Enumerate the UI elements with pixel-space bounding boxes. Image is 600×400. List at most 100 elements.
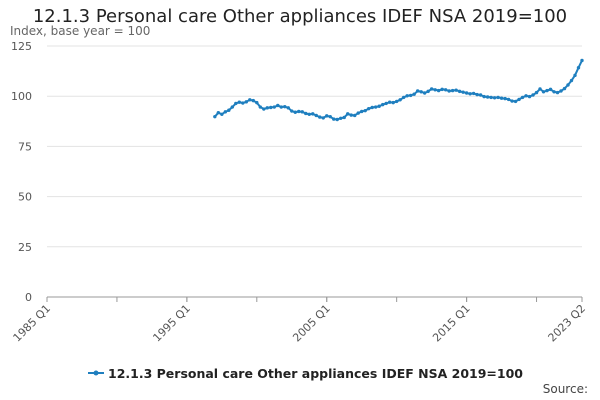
data-point-2020-Q3[interactable] [541,90,546,94]
data-point-2001-Q2[interactable] [272,105,276,109]
data-point-2019-Q1[interactable] [520,95,525,100]
data-point-2022-Q4[interactable] [573,73,577,78]
data-point-2004-Q1[interactable] [311,112,315,116]
data-point-2015-Q4[interactable] [475,92,479,97]
data-point-2008-Q4[interactable] [377,104,381,108]
data-point-2003-Q1[interactable] [297,109,301,114]
data-point-2011-Q4[interactable] [419,90,423,94]
data-point-2005-Q3[interactable] [332,117,336,121]
data-point-2016-Q4[interactable] [489,95,493,100]
data-point-2021-Q3[interactable] [555,90,560,95]
data-point-2010-Q3[interactable] [401,95,406,100]
data-point-2021-Q2[interactable] [552,90,556,94]
data-point-1998-Q4[interactable] [237,100,242,104]
data-point-2003-Q4[interactable] [307,112,311,116]
data-point-2021-Q4[interactable] [559,89,563,93]
data-point-2003-Q2[interactable] [300,110,304,114]
data-point-2012-Q4[interactable] [433,88,437,92]
data-point-2012-Q2[interactable] [426,89,430,94]
data-point-2000-Q1[interactable] [255,100,259,105]
data-point-2019-Q2[interactable] [524,94,528,98]
data-point-2009-Q4[interactable] [391,100,395,105]
data-point-2004-Q2[interactable] [314,113,318,118]
data-point-2017-Q3[interactable] [499,96,504,100]
data-point-2023-Q1[interactable] [576,65,581,70]
data-point-2019-Q4[interactable] [531,93,535,97]
data-point-2016-Q3[interactable] [485,95,490,99]
data-point-2008-Q2[interactable] [370,105,374,110]
data-point-1997-Q4[interactable] [223,110,228,114]
data-point-2014-Q3[interactable] [457,89,462,94]
data-point-1998-Q1[interactable] [227,108,231,112]
data-point-1999-Q4[interactable] [251,98,256,103]
data-point-2006-Q2[interactable] [342,115,346,120]
data-point-2010-Q4[interactable] [405,94,409,98]
data-point-2017-Q1[interactable] [492,96,497,100]
data-point-1997-Q3[interactable] [220,112,224,116]
data-point-2003-Q3[interactable] [304,111,308,116]
data-point-2006-Q4[interactable] [349,113,353,117]
data-point-2000-Q4[interactable] [265,106,269,110]
legend-label[interactable]: 12.1.3 Personal care Other appliances ID… [108,366,523,381]
data-point-2004-Q3[interactable] [318,115,322,119]
data-point-1997-Q1[interactable] [213,114,217,119]
data-point-2009-Q3[interactable] [387,100,392,104]
data-point-2013-Q4[interactable] [447,89,451,93]
data-point-2018-Q2[interactable] [510,99,514,103]
data-point-2011-Q2[interactable] [412,92,416,96]
data-point-2007-Q3[interactable] [360,109,364,114]
data-point-2015-Q3[interactable] [471,91,476,96]
data-point-2010-Q1[interactable] [394,99,399,104]
data-point-2000-Q2[interactable] [258,105,262,109]
data-point-1999-Q1[interactable] [241,101,245,105]
data-point-2007-Q1[interactable] [353,113,357,118]
data-point-2000-Q3[interactable] [262,107,266,111]
data-point-2013-Q3[interactable] [443,88,448,92]
data-point-1998-Q3[interactable] [234,101,238,106]
data-point-2012-Q3[interactable] [429,87,434,91]
data-point-2018-Q1[interactable] [506,97,511,102]
data-point-1999-Q3[interactable] [248,98,252,102]
data-point-1998-Q2[interactable] [230,105,235,109]
data-point-2002-Q3[interactable] [290,109,294,113]
data-point-1999-Q2[interactable] [244,100,249,104]
data-point-2007-Q2[interactable] [356,111,360,115]
data-point-2005-Q1[interactable] [325,114,329,118]
data-point-2002-Q4[interactable] [293,110,297,114]
data-point-2020-Q4[interactable] [545,88,549,93]
data-point-2009-Q1[interactable] [380,102,385,107]
data-point-2017-Q2[interactable] [496,95,500,100]
data-point-2013-Q2[interactable] [440,87,444,92]
data-point-2004-Q4[interactable] [321,116,325,120]
data-point-1997-Q2[interactable] [216,110,221,115]
data-point-2013-Q1[interactable] [436,88,441,93]
data-point-2010-Q2[interactable] [398,98,402,102]
data-point-2017-Q4[interactable] [503,96,507,101]
data-point-2023-Q2[interactable] [580,58,584,63]
data-point-2006-Q3[interactable] [346,112,350,116]
data-point-2022-Q2[interactable] [566,83,570,87]
data-point-2007-Q4[interactable] [363,108,367,113]
data-point-2008-Q3[interactable] [373,105,378,109]
data-point-2022-Q1[interactable] [562,86,567,91]
data-point-2005-Q4[interactable] [335,117,339,122]
data-point-2001-Q4[interactable] [279,105,283,109]
data-point-2014-Q1[interactable] [450,88,455,93]
legend[interactable]: 12.1.3 Personal care Other appliances ID… [88,366,523,381]
data-point-2015-Q1[interactable] [464,91,469,95]
data-point-2020-Q2[interactable] [538,87,542,91]
data-point-2009-Q2[interactable] [384,101,388,106]
data-point-2006-Q1[interactable] [339,116,343,120]
data-point-2001-Q1[interactable] [269,105,273,110]
data-point-2022-Q3[interactable] [569,78,574,83]
data-point-2016-Q2[interactable] [482,94,486,99]
data-point-2020-Q1[interactable] [534,90,539,95]
data-point-2014-Q4[interactable] [461,90,465,94]
data-point-2005-Q2[interactable] [328,114,332,119]
data-point-2018-Q4[interactable] [517,97,521,102]
data-point-2016-Q1[interactable] [478,93,483,97]
data-point-2001-Q3[interactable] [276,103,280,108]
data-point-2011-Q1[interactable] [408,93,413,98]
data-point-2011-Q3[interactable] [415,89,420,93]
data-point-2002-Q1[interactable] [283,104,287,109]
